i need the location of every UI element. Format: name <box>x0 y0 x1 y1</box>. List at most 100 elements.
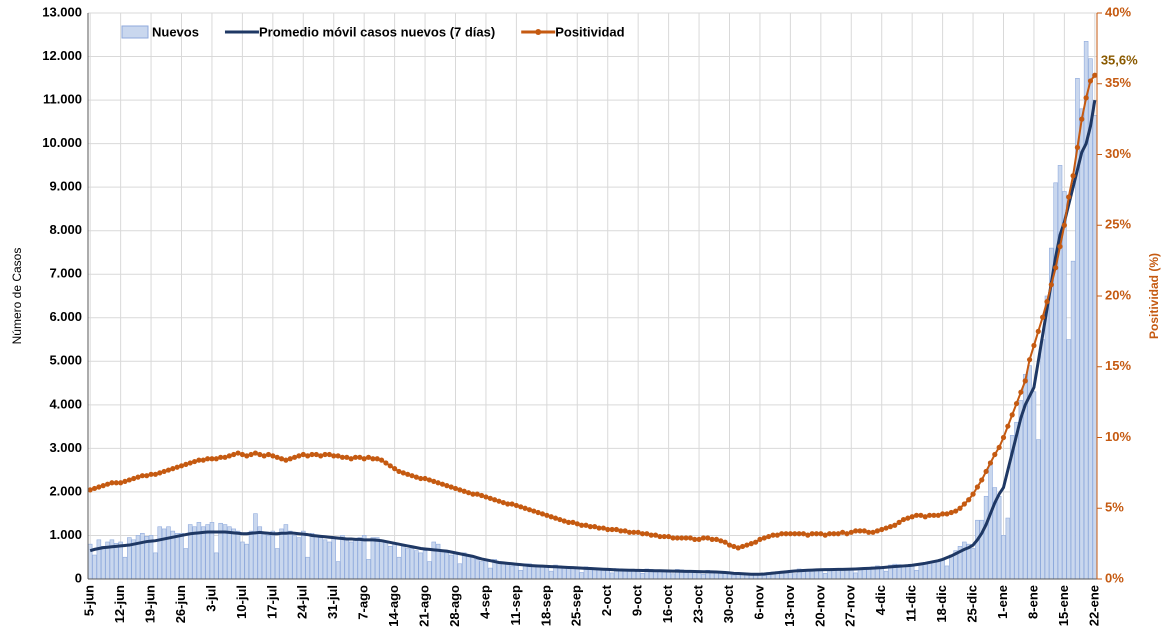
point <box>318 453 324 459</box>
point <box>1048 282 1054 288</box>
point <box>570 519 576 526</box>
point <box>596 525 602 531</box>
point <box>104 481 111 487</box>
point <box>109 480 115 486</box>
y2-tick-label: 15% <box>1105 358 1131 373</box>
point <box>1087 78 1094 84</box>
point <box>548 514 554 520</box>
point <box>666 533 672 540</box>
point <box>465 490 472 496</box>
point <box>835 531 841 537</box>
legend-swatch <box>535 29 542 35</box>
x-tick-label: 16-oct <box>660 584 675 623</box>
point <box>848 529 854 535</box>
bar <box>240 541 245 580</box>
bar <box>457 563 463 580</box>
point <box>357 454 363 460</box>
point <box>274 454 280 460</box>
point <box>853 528 859 534</box>
point <box>409 473 415 479</box>
point <box>700 535 707 541</box>
point <box>383 460 389 466</box>
point <box>622 528 628 534</box>
point <box>426 477 433 483</box>
point <box>1013 400 1020 407</box>
point <box>535 509 541 516</box>
point <box>739 543 746 550</box>
point <box>413 474 419 480</box>
x-tick-label: 7-ago <box>356 585 371 620</box>
point <box>592 524 598 530</box>
bar <box>422 550 428 580</box>
x-tick-label: 8-ene <box>1025 585 1040 619</box>
bar <box>931 560 937 580</box>
bar <box>509 565 515 580</box>
point <box>839 529 846 535</box>
point <box>331 453 337 459</box>
point <box>170 466 176 472</box>
y2-tick-label: 20% <box>1105 287 1131 302</box>
point <box>405 471 411 477</box>
point <box>544 512 550 518</box>
point <box>818 531 824 537</box>
point <box>922 514 928 520</box>
point <box>113 480 119 486</box>
point <box>779 531 785 537</box>
point <box>352 454 359 460</box>
bar <box>853 572 858 580</box>
bar <box>305 556 310 580</box>
bar <box>444 552 450 580</box>
point <box>883 525 889 531</box>
bar <box>92 554 97 580</box>
bar <box>114 542 119 580</box>
bar <box>470 556 476 580</box>
point <box>718 538 724 544</box>
bar <box>792 573 797 580</box>
point <box>618 528 624 534</box>
bar <box>461 552 467 580</box>
point <box>805 532 811 538</box>
point <box>165 467 172 473</box>
point <box>144 473 150 479</box>
point <box>661 533 667 540</box>
bar <box>975 519 980 580</box>
y2-tick-label: 30% <box>1105 146 1131 161</box>
bar <box>244 543 250 580</box>
bar <box>248 530 254 580</box>
legend-label: Positividad <box>555 24 624 39</box>
legend-swatch <box>121 25 149 39</box>
point <box>757 536 763 542</box>
y2-tick-label: 40% <box>1105 4 1131 19</box>
bar <box>96 539 102 580</box>
point <box>940 511 946 517</box>
bar <box>253 513 258 580</box>
point <box>157 470 163 476</box>
bar <box>474 559 480 580</box>
x-tick-label: 20-nov <box>812 584 827 627</box>
bar <box>1070 260 1076 580</box>
point <box>309 451 315 458</box>
y-tick-label: 12.000 <box>42 48 82 63</box>
point <box>1061 222 1067 228</box>
point <box>687 535 693 541</box>
bar <box>261 532 267 580</box>
point <box>792 531 798 537</box>
bar <box>540 566 545 580</box>
point <box>996 444 1002 451</box>
point <box>552 515 559 521</box>
bar <box>340 535 345 580</box>
bar <box>483 559 489 580</box>
point <box>1035 328 1041 334</box>
point <box>392 466 398 472</box>
point <box>961 501 967 507</box>
point <box>191 458 198 465</box>
point <box>870 529 876 535</box>
line <box>89 99 1097 576</box>
bar <box>944 565 950 580</box>
bar <box>701 573 706 580</box>
x-tick-label: 19-jun <box>143 585 158 623</box>
bar <box>466 554 471 580</box>
point <box>474 491 480 497</box>
bar <box>909 564 915 580</box>
point <box>231 451 237 458</box>
